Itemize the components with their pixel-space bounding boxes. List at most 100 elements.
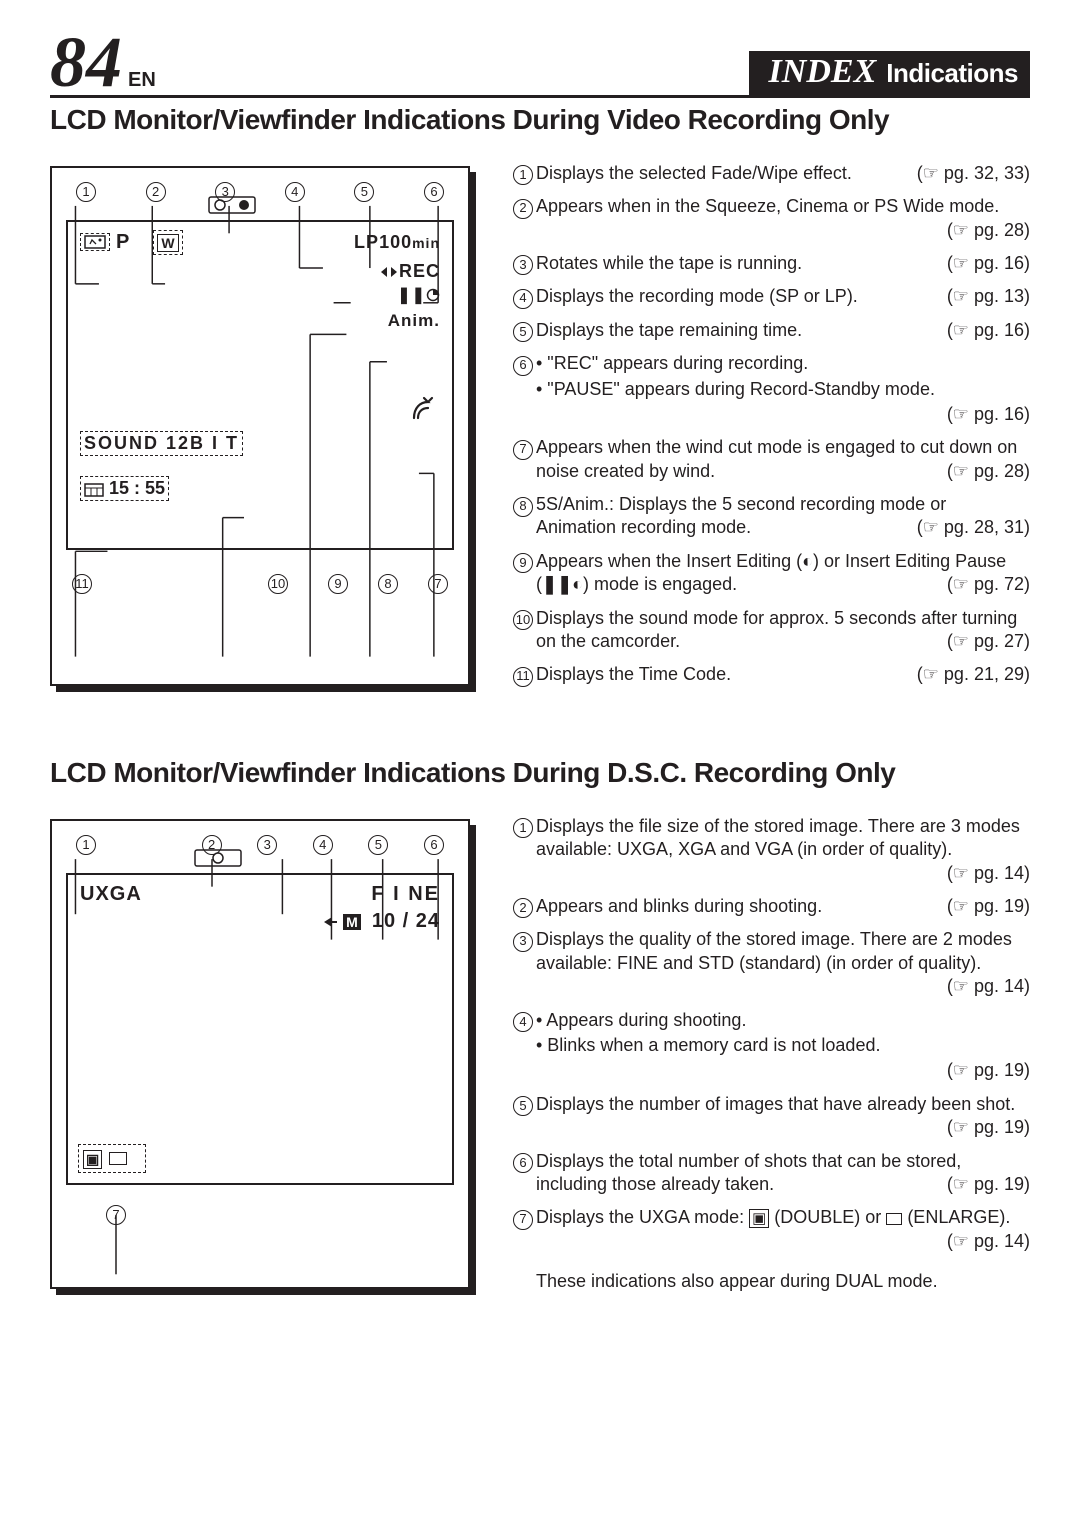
indication-number: 3: [510, 252, 536, 274]
page-header: 84 EN INDEX Indications: [50, 30, 1030, 98]
indication-item: 3Rotates while the tape is running. pg. …: [510, 252, 1030, 275]
indication-body: Appears when the wind cut mode is engage…: [536, 436, 1030, 483]
indication-number: 6: [510, 1150, 536, 1172]
indication-number: 4: [510, 1009, 536, 1031]
indication-number: 6: [510, 352, 536, 374]
indication-item: 4• Appears during shooting.• Blinks when…: [510, 1009, 1030, 1083]
indication-body: 5S/Anim.: Displays the 5 second recordin…: [536, 493, 1030, 540]
indication-number: 7: [510, 436, 536, 458]
timecode-text: 15 : 55: [80, 476, 169, 501]
page-ref: pg. 32, 33: [917, 162, 1030, 185]
fine-label: F I NE: [371, 883, 440, 906]
page-ref: pg. 19: [947, 1116, 1030, 1139]
page-ref: pg. 72: [947, 573, 1030, 596]
callout-2: 2: [146, 182, 166, 202]
callout-7: 7: [428, 574, 448, 594]
indication-item: 7Appears when the wind cut mode is engag…: [510, 436, 1030, 483]
lp-min: min: [412, 235, 440, 251]
callout-6: 6: [424, 182, 444, 202]
indication-body: Appears and blinks during shooting. pg. …: [536, 895, 1030, 918]
indication-body: Displays the UXGA mode: ▣ (DOUBLE) or (E…: [536, 1206, 1030, 1253]
index-label: INDEX: [769, 53, 877, 91]
indication-item: 5Displays the number of images that have…: [510, 1093, 1030, 1140]
indication-body: Appears when the Insert Editing (◐) or I…: [536, 550, 1030, 597]
timecode-block: 15 : 55: [80, 476, 440, 501]
indication-item: 2Appears when in the Squeeze, Cinema or …: [510, 195, 1030, 242]
lp-text: LP: [354, 232, 379, 252]
page-ref: pg. 19: [947, 1173, 1030, 1196]
index-sublabel: Indications: [886, 58, 1018, 89]
section2-wrap: 1 2 3 4 5 6 UXGA: [50, 809, 1030, 1292]
indication-number: 2: [510, 895, 536, 917]
page-number: 84: [50, 30, 122, 95]
wind-icon: [410, 396, 436, 427]
section2-title: LCD Monitor/Viewfinder Indications Durin…: [50, 757, 1030, 789]
page-ref: pg. 16: [947, 319, 1030, 342]
diagram1-bottom-callouts: 11 10 9 8 7: [66, 574, 454, 594]
callout-5: 5: [354, 182, 374, 202]
lp-time: 100: [379, 232, 412, 252]
d2-count-line: M 10 / 24: [80, 910, 440, 933]
indication-body: Rotates while the tape is running. pg. 1…: [536, 252, 1030, 275]
page-ref: pg. 13: [947, 285, 1030, 308]
diagram2-inner: UXGA F I NE M 10 / 24 ▣: [66, 873, 454, 1185]
p-label: P: [116, 231, 129, 254]
indication-item: 7Displays the UXGA mode: ▣ (DOUBLE) or (…: [510, 1206, 1030, 1253]
diagram2-outer: 1 2 3 4 5 6 UXGA: [50, 819, 470, 1289]
count-text: 10 / 24: [372, 910, 440, 932]
uxga-label: UXGA: [80, 883, 142, 906]
callout-8: 8: [378, 574, 398, 594]
lp-block: LP100min: [354, 232, 440, 253]
section2-footnote: These indications also appear during DUA…: [536, 1271, 1030, 1292]
indication-number: 5: [510, 319, 536, 341]
diagram1-outer: 1 2 3 4 5 6: [50, 166, 470, 686]
m-icon: M: [343, 914, 361, 930]
indication-body: • Appears during shooting.• Blinks when …: [536, 1009, 1030, 1083]
indication-number: 9: [510, 550, 536, 572]
indication-item: 1Displays the selected Fade/Wipe effect.…: [510, 162, 1030, 185]
indication-number: 2: [510, 195, 536, 217]
page-ref: pg. 16: [947, 403, 1030, 426]
indication-item: 4Displays the recording mode (SP or LP).…: [510, 285, 1030, 308]
pause-insert-line: ❚❚: [80, 284, 440, 305]
indication-body: • "REC" appears during recording.• "PAUS…: [536, 352, 1030, 426]
indication-number: 8: [510, 493, 536, 515]
indication-number: 1: [510, 162, 536, 184]
page-ref: pg. 14: [947, 1230, 1030, 1253]
indication-number: 10: [510, 607, 536, 629]
indication-number: 4: [510, 285, 536, 307]
indication-item: 9Appears when the Insert Editing (◐) or …: [510, 550, 1030, 597]
indication-body: Displays the recording mode (SP or LP). …: [536, 285, 1030, 308]
diagram2: 1 2 3 4 5 6 UXGA: [50, 809, 470, 1292]
d2-callout-3: 3: [257, 835, 277, 855]
d2-callout-4: 4: [313, 835, 333, 855]
diagram1-topline: P W LP100min: [80, 230, 440, 255]
diagram2-bottom-callouts: 7: [106, 1205, 454, 1225]
anim-line: Anim.: [80, 311, 440, 331]
d2-callout-5: 5: [368, 835, 388, 855]
callout-9: 9: [328, 574, 348, 594]
indication-body: Displays the file size of the stored ima…: [536, 815, 1030, 885]
d2-callout-6: 6: [424, 835, 444, 855]
callout-11: 11: [72, 574, 92, 594]
page-ref: pg. 16: [947, 252, 1030, 275]
indication-item: 2Appears and blinks during shooting. pg.…: [510, 895, 1030, 918]
indication-number: 5: [510, 1093, 536, 1115]
timecode-value: 15 : 55: [109, 478, 165, 498]
page-number-block: 84 EN: [50, 30, 156, 95]
fade-icon: [80, 233, 110, 251]
indication-body: Displays the Time Code. pg. 21, 29: [536, 663, 1030, 686]
indication-body: Displays the total number of shots that …: [536, 1150, 1030, 1197]
section1-wrap: 1 2 3 4 5 6: [50, 156, 1030, 697]
diagram1-top-callouts: 1 2 3 4 5 6: [66, 182, 454, 202]
rec-line: REC: [80, 261, 440, 282]
d2-topline: UXGA F I NE: [80, 883, 440, 906]
indication-item: 3Displays the quality of the stored imag…: [510, 928, 1030, 998]
indication-item: 1Displays the file size of the stored im…: [510, 815, 1030, 885]
indication-item: 5Displays the tape remaining time. pg. 1…: [510, 319, 1030, 342]
section2-text: 1Displays the file size of the stored im…: [510, 809, 1030, 1292]
d2-callout-1: 1: [76, 835, 96, 855]
indication-number: 11: [510, 663, 536, 685]
shoot-blink-icon: [194, 847, 242, 874]
indication-number: 7: [510, 1206, 536, 1228]
